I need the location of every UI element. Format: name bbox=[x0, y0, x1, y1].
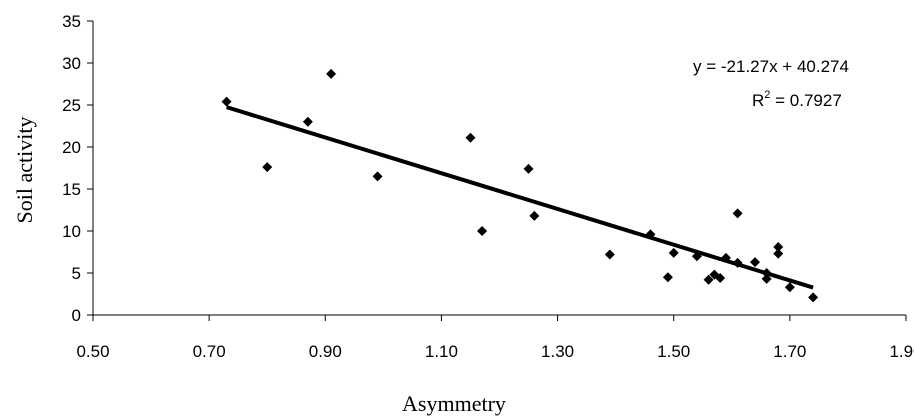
data-point bbox=[784, 282, 795, 293]
x-tick-label: 0.70 bbox=[193, 342, 226, 361]
r-squared-label: R2 = 0.7927 bbox=[752, 89, 842, 110]
data-point bbox=[372, 171, 383, 182]
x-axis-tick-labels: 0.50 0.70 0.90 1.10 1.30 1.50 1.70 1.90 bbox=[76, 342, 914, 361]
x-axis-ticks bbox=[92, 315, 907, 321]
data-point bbox=[326, 68, 337, 79]
x-tick-label: 1.50 bbox=[657, 342, 690, 361]
data-point bbox=[773, 248, 784, 259]
data-points bbox=[221, 68, 819, 303]
trendline-equation: y = -21.27x + 40.274 bbox=[693, 57, 849, 76]
y-tick-label: 25 bbox=[62, 96, 81, 115]
y-tick-label: 10 bbox=[62, 222, 81, 241]
data-point bbox=[703, 274, 714, 285]
y-axis-ticks bbox=[87, 20, 93, 316]
y-tick-label: 35 bbox=[62, 12, 81, 31]
data-point bbox=[668, 247, 679, 258]
y-tick-label: 20 bbox=[62, 138, 81, 157]
data-point bbox=[732, 257, 743, 268]
y-tick-label: 30 bbox=[62, 54, 81, 73]
data-point bbox=[302, 116, 313, 127]
data-point bbox=[808, 292, 819, 303]
y-tick-label: 15 bbox=[62, 180, 81, 199]
r-squared-value: = 0.7927 bbox=[770, 91, 841, 110]
data-point bbox=[662, 272, 673, 283]
data-point bbox=[715, 273, 726, 284]
r-squared-exponent: 2 bbox=[764, 89, 770, 101]
trendline bbox=[225, 105, 814, 290]
data-point bbox=[750, 257, 761, 268]
plot-area: 0 5 10 15 20 25 30 35 0.50 0.70 0.90 1.10 1.30 1.50 1… bbox=[62, 12, 914, 361]
y-tick-label: 5 bbox=[72, 264, 81, 283]
data-point bbox=[761, 268, 772, 278]
x-tick-label: 1.30 bbox=[541, 342, 574, 361]
data-point bbox=[720, 252, 731, 263]
y-axis-tick-labels: 0 5 10 15 20 25 30 35 bbox=[62, 12, 81, 325]
x-tick-label: 1.90 bbox=[889, 342, 914, 361]
x-tick-label: 0.50 bbox=[76, 342, 109, 361]
x-tick-label: 0.90 bbox=[309, 342, 342, 361]
r-squared-prefix: R bbox=[752, 91, 764, 110]
y-tick-label: 0 bbox=[72, 306, 81, 325]
data-point bbox=[465, 132, 476, 143]
data-point bbox=[262, 162, 273, 173]
x-tick-label: 1.10 bbox=[425, 342, 458, 361]
y-axis-title: Soil activity bbox=[12, 117, 37, 224]
data-point bbox=[477, 226, 488, 236]
data-point bbox=[732, 208, 743, 219]
data-point bbox=[691, 251, 702, 262]
x-tick-label: 1.70 bbox=[773, 342, 806, 361]
data-point bbox=[221, 96, 232, 107]
data-point bbox=[773, 241, 784, 252]
data-point bbox=[523, 163, 534, 174]
data-point bbox=[761, 273, 772, 284]
x-axis-title: Asymmetry bbox=[402, 391, 506, 416]
data-point bbox=[529, 210, 540, 221]
data-point bbox=[604, 249, 615, 260]
data-point bbox=[645, 229, 656, 240]
